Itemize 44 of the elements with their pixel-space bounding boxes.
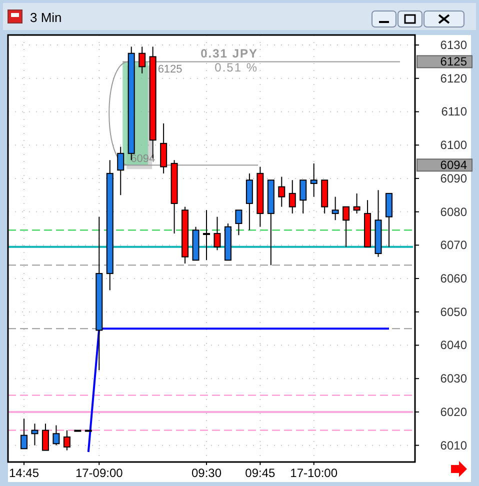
- y-tick-label: 6020: [440, 404, 468, 419]
- candlestick: [235, 210, 242, 236]
- x-tick-label: 09:30: [191, 466, 222, 480]
- y-tick-label: 6060: [440, 272, 468, 286]
- y-tick-label: 6010: [440, 438, 468, 452]
- x-tick-label: 09:45: [245, 466, 276, 480]
- candlestick: [342, 206, 350, 248]
- x-tick-label: 14:45: [8, 466, 40, 480]
- candlestick: [20, 418, 28, 450]
- annotation: 0.51 %: [214, 60, 258, 75]
- candlestick: [117, 146, 124, 196]
- candlestick: [31, 423, 38, 446]
- candlestick: [42, 423, 49, 451]
- y-tick-label: 6070: [440, 238, 468, 252]
- candlestick: [386, 192, 392, 248]
- candlestick: [160, 122, 168, 174]
- y-tick-label: 6100: [440, 138, 468, 152]
- candlestick: [138, 46, 146, 74]
- candlestick: [332, 196, 339, 221]
- x-tick-label: 17-10:00: [290, 466, 338, 480]
- candlestick: [288, 180, 296, 214]
- y-tick-label: 6050: [440, 304, 468, 319]
- chart-title: 3 Min: [30, 10, 62, 25]
- candlestick: [246, 172, 253, 231]
- y-tick-label: 6040: [440, 338, 468, 352]
- candlestick: [300, 180, 307, 214]
- y-tick-label: 6130: [440, 38, 468, 52]
- y-tick-label: 6080: [440, 204, 468, 219]
- y-tick-label: 6030: [440, 372, 468, 386]
- text: 6094: [440, 158, 467, 172]
- text: 6125: [440, 54, 467, 69]
- ref-line-label: 6125: [158, 64, 182, 76]
- candlestick: [310, 162, 318, 198]
- y-tick-label: 6110: [441, 104, 468, 119]
- candlestick: [203, 210, 210, 261]
- candlestick: [52, 424, 60, 446]
- y-tick-label: 6120: [440, 71, 468, 86]
- annotation: 0.31 JPY: [200, 46, 258, 61]
- candlestick: [63, 430, 70, 451]
- candlestick: [278, 176, 286, 208]
- candlestick: [214, 216, 221, 251]
- candlestick: [353, 192, 360, 214]
- x-tick-label: 17-09:00: [75, 466, 124, 480]
- y-tick-label: 6090: [440, 171, 468, 186]
